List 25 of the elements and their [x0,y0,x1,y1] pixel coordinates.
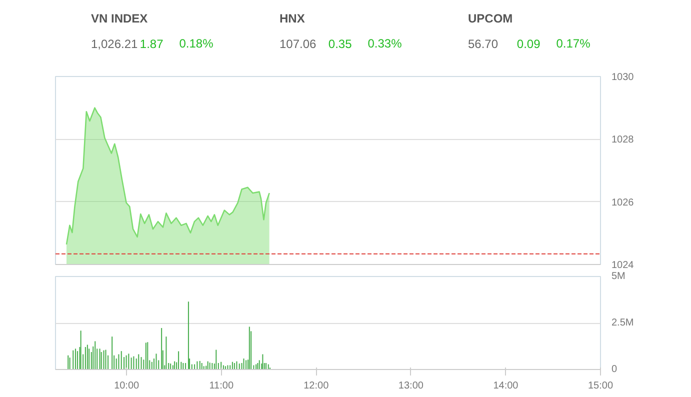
text: 107.06 [279,37,317,51]
y-tick-label: 1024 [612,260,634,271]
text: 56.70 [468,37,498,51]
text: 0.35 [328,37,352,51]
x-tick-label: 15:00 [588,380,614,392]
y-tick-label: 2.5M [612,318,634,328]
y-tick-label: 1026 [612,197,634,208]
text: HNX [279,12,305,26]
text: UPCOM [468,12,513,26]
text: 1.87 [140,37,164,51]
text: 0.18% [179,36,214,50]
text: 0.33% [368,36,402,50]
x-tick-label: 12:00 [304,380,330,392]
x-tick-label: 10:00 [114,380,140,392]
y-tick-label: 0 [612,364,618,375]
x-tick-label: 14:00 [493,380,519,392]
y-tick-label: 5M [612,271,626,282]
y-tick-label: 1030 [612,72,634,83]
text: 0.09 [516,37,541,51]
text: 0.17% [556,36,591,50]
x-tick-label: 13:00 [398,380,424,392]
text: 1,026.21 [90,37,138,51]
x-tick-label: 11:00 [209,380,234,392]
y-tick-label: 1028 [612,134,634,146]
text: VN INDEX [90,12,148,26]
